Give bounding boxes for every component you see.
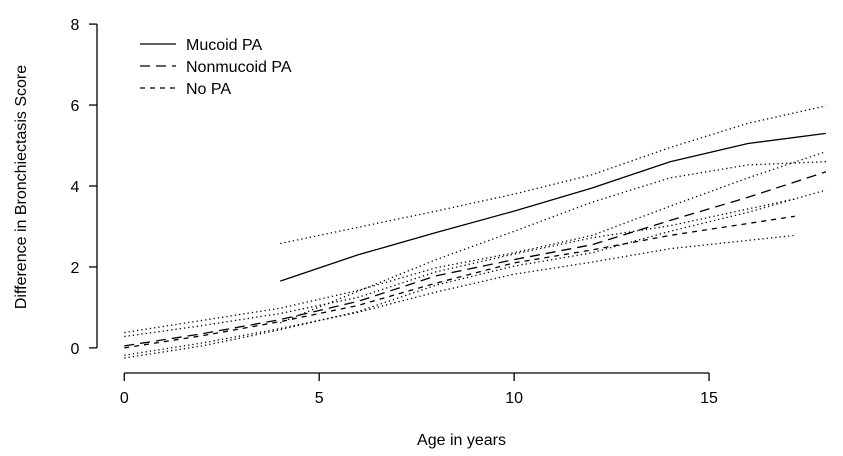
x-tick-label: 15 <box>700 390 718 407</box>
confidence-band-line <box>280 105 827 245</box>
x-axis-title: Age in years <box>417 432 506 449</box>
axes: 0 2 4 6 8 0 5 10 15 <box>71 17 719 407</box>
nonmucoid-pa-line <box>124 171 827 347</box>
y-tick-label: 4 <box>71 179 80 196</box>
x-tick-label: 5 <box>315 390 324 407</box>
legend-label: No PA <box>186 81 231 98</box>
series-layer <box>124 105 827 359</box>
x-tick-label: 0 <box>120 390 129 407</box>
confidence-band-line <box>124 234 795 356</box>
mucoid-pa-line <box>279 132 827 282</box>
confidence-band-line <box>124 198 795 338</box>
legend-label: Mucoid PA <box>186 37 263 54</box>
y-tick-label: 0 <box>71 341 80 358</box>
y-axis-title: Difference in Bronchiectasis Score <box>13 65 30 309</box>
legend-label: Nonmucoid PA <box>186 59 292 76</box>
confidence-band-line <box>124 150 827 334</box>
y-tick-label: 2 <box>71 260 80 277</box>
confidence-band-line <box>124 189 827 359</box>
y-tick-label: 8 <box>71 17 80 34</box>
legend: Mucoid PA Nonmucoid PA No PA <box>140 37 292 98</box>
x-tick-label: 10 <box>505 390 523 407</box>
x-ticks: 0 5 10 15 <box>120 373 718 407</box>
y-tick-label: 6 <box>71 98 80 115</box>
no-pa-line <box>124 215 795 349</box>
confidence-band-line <box>279 161 827 324</box>
y-ticks: 0 2 4 6 8 <box>71 17 97 358</box>
